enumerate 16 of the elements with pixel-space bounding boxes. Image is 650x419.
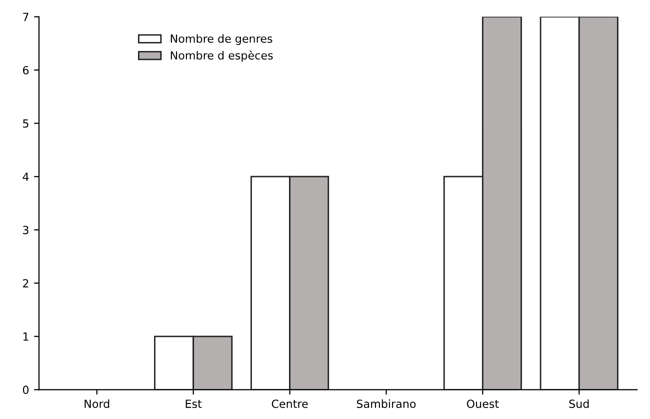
y-tick-label: 5	[23, 119, 28, 128]
y-tick-label: 7	[23, 12, 28, 21]
y-tick-label: 4	[22, 172, 29, 181]
y-tick-label: 6	[22, 66, 29, 74]
x-tick-label: Ouest	[466, 400, 499, 408]
y-tick-label: 0	[22, 386, 29, 394]
y-tick-label: 3	[23, 226, 28, 234]
legend-label: Nombre de genres	[170, 34, 272, 45]
y-tick-label: 1	[23, 332, 28, 341]
x-tick-label: Est	[186, 400, 202, 408]
legend-label: Nombre d espèces	[170, 50, 273, 62]
x-tick-label: Sambirano	[356, 399, 416, 408]
x-tick-label: Nord	[84, 399, 110, 408]
y-tick-label: 2	[23, 279, 28, 288]
x-tick-label: Centre	[272, 400, 308, 408]
x-tick-label: Sud	[569, 399, 589, 408]
